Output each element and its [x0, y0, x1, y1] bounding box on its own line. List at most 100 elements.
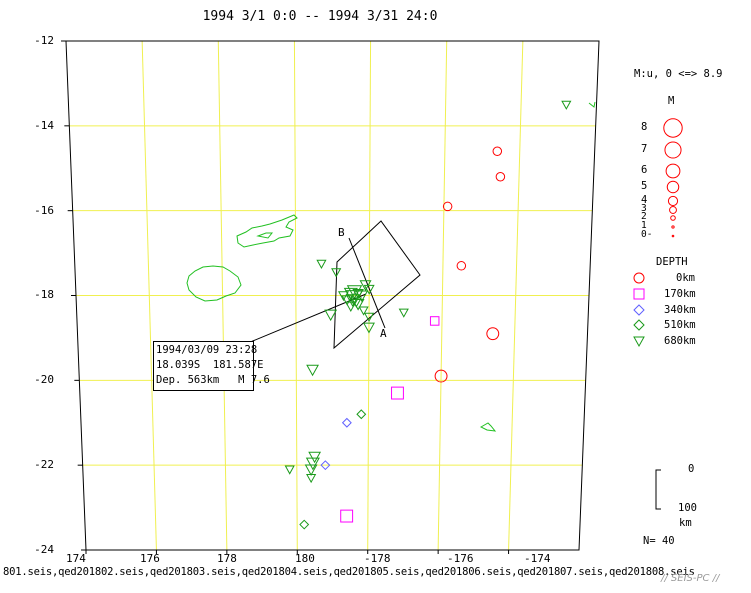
event-marker [299, 519, 310, 530]
coastline-vanua-levu [236, 214, 298, 248]
mainshock-callout: 1994/03/09 23:28 18.039S 181.587E Dep. 5… [153, 341, 270, 391]
depth-legend-symbol [633, 288, 645, 300]
event-marker [363, 284, 375, 295]
callout-depth-magnitude: Dep. 563km M 7.6 [156, 374, 270, 386]
cross-section-line [348, 237, 386, 329]
magnitude-legend-label: 0- [641, 229, 653, 240]
magnitude-legend-circle [671, 234, 675, 238]
magnitude-legend-label: 5 [641, 180, 648, 192]
x-tick-label: -178 [364, 552, 391, 565]
magnitude-legend-circle [665, 163, 681, 179]
event-marker [306, 473, 317, 484]
magnitude-legend-circle [669, 206, 677, 214]
y-tick-label: -22 [34, 458, 54, 471]
section-label-b: B [338, 226, 345, 239]
event-marker [320, 460, 331, 471]
y-tick-label: -12 [34, 34, 54, 47]
depth-legend-symbol [633, 304, 645, 316]
grid-lon-line [293, 40, 298, 551]
x-tick-label: 178 [217, 552, 237, 565]
event-marker [345, 301, 357, 313]
coastline-edge [588, 101, 596, 108]
magnitude-legend-circle [664, 141, 682, 159]
event-marker [351, 299, 365, 311]
magnitude-legend-label: 2 [641, 211, 647, 222]
magnitude-legend-circle [670, 215, 676, 221]
event-marker [331, 268, 342, 278]
depth-label-510: 510km [664, 319, 696, 331]
grid-lon-line [217, 40, 228, 551]
depth-legend-symbol [633, 319, 645, 331]
magnitude-header: M [668, 95, 675, 107]
magnitude-legend-label: 7 [641, 143, 648, 155]
event-markers [284, 100, 572, 530]
event-marker [306, 364, 319, 377]
callout-location: 18.039S 181.587E [156, 359, 264, 371]
event-marker [434, 369, 448, 383]
cross-section-box [333, 220, 421, 350]
event-marker [495, 171, 506, 182]
event-marker [362, 322, 375, 334]
x-tick-label: 180 [295, 552, 315, 565]
event-marker [398, 308, 409, 318]
y-tick-label: -20 [34, 373, 54, 386]
event-marker [341, 417, 352, 428]
event-marker [308, 451, 322, 464]
graticule-grid [69, 40, 596, 551]
coastline-small-island [479, 422, 497, 432]
event-marker [338, 291, 349, 302]
depth-bar-top-label: 0 [688, 463, 695, 475]
coastline-viti-levu [186, 265, 242, 302]
event-marker [429, 316, 440, 326]
x-tick-label: -176 [447, 552, 474, 565]
event-marker [561, 100, 572, 110]
section-label-a: A [380, 327, 387, 340]
magnitude-legend-label: 1 [641, 220, 647, 231]
depth-bar-bottom-label: 100 [678, 502, 697, 514]
y-tick-label: -18 [34, 288, 54, 301]
depth-legend-symbol [633, 272, 645, 284]
depth-label-680: 680km [664, 335, 696, 347]
magnitude-legend-label: 8 [641, 121, 648, 133]
event-marker [355, 290, 369, 303]
magnitude-legend-circle [663, 118, 683, 138]
event-marker [456, 261, 467, 271]
event-marker [304, 464, 318, 476]
event-marker [358, 306, 369, 316]
event-marker [352, 288, 364, 300]
event-marker [284, 465, 295, 475]
event-marker [492, 146, 503, 157]
event-marker [316, 259, 327, 269]
depth-bar-unit: km [679, 517, 692, 529]
legend-shapes [633, 118, 683, 510]
x-tick-label: 174 [66, 552, 86, 565]
event-marker [346, 285, 363, 300]
magnitude-legend-label: 3 [641, 203, 647, 214]
event-marker [363, 312, 375, 322]
depth-label-170: 170km [664, 288, 696, 300]
grid-lon-line [508, 40, 524, 551]
source-files: 801.seis,qed201802.seis,qed201803.seis,q… [3, 566, 695, 578]
event-marker [343, 287, 358, 301]
grid-lon-line [367, 40, 372, 551]
magnitude-legend-label: 4 [641, 194, 648, 206]
event-marker [340, 509, 354, 523]
chart-title: 1994 3/1 0:0 -- 1994 3/31 24:0 [202, 9, 438, 24]
x-tick-label: -174 [524, 552, 551, 565]
y-ticks [61, 40, 86, 551]
magnitude-scale-note: M:u, 0 <=> 8.9 [634, 68, 723, 80]
callout-datetime: 1994/03/09 23:28 [156, 344, 258, 356]
brand-label: // SEIS-PC // [661, 573, 720, 584]
depth-legend-symbol [633, 336, 645, 348]
x-tick-label: 176 [140, 552, 160, 565]
event-marker [359, 280, 372, 292]
depth-scale-bar [655, 469, 661, 510]
grid-lon-line [437, 40, 448, 551]
depth-label-0: 0km [676, 272, 695, 284]
event-marker [356, 409, 367, 420]
x-ticks [85, 550, 510, 554]
y-tick-label: -16 [34, 204, 54, 217]
coastlines [186, 101, 596, 432]
y-tick-label: -24 [34, 543, 54, 556]
